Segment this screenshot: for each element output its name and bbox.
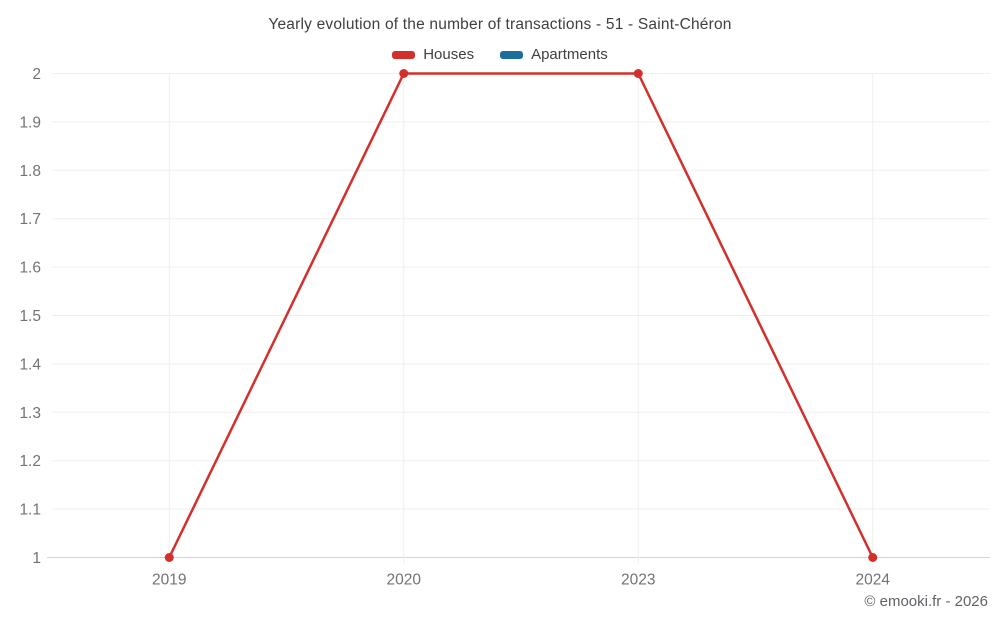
y-axis-tick-label: 1 bbox=[32, 550, 41, 567]
y-axis-tick-label: 1.4 bbox=[19, 356, 41, 373]
legend: Houses Apartments bbox=[0, 46, 1000, 63]
x-axis-tick-label: 2023 bbox=[621, 572, 655, 589]
y-axis-tick-label: 1.2 bbox=[19, 453, 41, 470]
x-axis-tick-label: 2019 bbox=[152, 572, 186, 589]
legend-item-apartments[interactable]: Apartments bbox=[500, 46, 608, 63]
series-line-houses bbox=[168, 72, 874, 559]
y-axis-tick-label: 1.9 bbox=[19, 114, 41, 131]
legend-item-houses[interactable]: Houses bbox=[392, 46, 474, 63]
data-point-marker-houses[interactable] bbox=[633, 69, 643, 78]
houses-legend-swatch bbox=[392, 50, 416, 59]
data-point-marker-houses[interactable] bbox=[399, 69, 409, 78]
y-axis-tick-label: 1.8 bbox=[19, 163, 41, 180]
houses-legend-label: Houses bbox=[423, 46, 475, 63]
data-point-marker-houses[interactable] bbox=[868, 553, 878, 562]
y-axis-tick-label: 2 bbox=[32, 66, 41, 83]
y-axis-tick-label: 1.7 bbox=[19, 211, 41, 228]
y-axis-tick-label: 1.5 bbox=[19, 308, 41, 325]
x-axis-tick-label: 2024 bbox=[856, 572, 891, 589]
data-point-marker-houses[interactable] bbox=[164, 553, 174, 562]
apartments-legend-swatch bbox=[500, 50, 524, 59]
chart-title: Yearly evolution of the number of transa… bbox=[268, 16, 732, 33]
x-axis-tick-label: 2020 bbox=[387, 572, 422, 589]
apartments-legend-label: Apartments bbox=[531, 46, 608, 63]
y-axis-tick-label: 1.6 bbox=[19, 260, 41, 277]
y-axis-tick-label: 1.3 bbox=[19, 405, 41, 422]
watermark: © emooki.fr - 2026 bbox=[864, 593, 988, 610]
y-axis-tick-label: 1.1 bbox=[19, 502, 41, 519]
